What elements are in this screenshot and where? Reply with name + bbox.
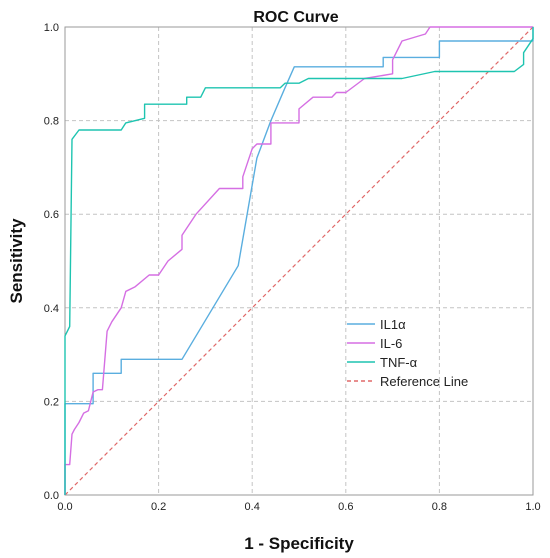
- y-tick-label: 0.8: [44, 116, 59, 128]
- y-tick-labels: 0.0 0.2 0.4 0.6 0.8 1.0: [44, 22, 59, 502]
- x-tick-label: 1.0: [525, 501, 540, 513]
- x-tick-label: 0.0: [57, 501, 72, 513]
- legend-label: IL1α: [380, 317, 406, 332]
- y-tick-label: 0.6: [44, 209, 59, 221]
- y-tick-label: 0.0: [44, 490, 59, 502]
- series-group: [64, 26, 534, 496]
- series-line-tnf: [64, 27, 534, 495]
- legend-label: Reference Line: [380, 374, 468, 389]
- y-tick-label: 0.4: [44, 303, 59, 315]
- series-line-il1: [64, 27, 534, 495]
- x-tick-label: 0.4: [245, 501, 260, 513]
- series-line-reference-line: [64, 26, 534, 496]
- legend: IL1α IL-6 TNF-α Reference Line: [347, 317, 468, 389]
- x-tick-label: 0.2: [151, 501, 166, 513]
- plot-frame: [64, 26, 534, 496]
- x-tick-label: 0.8: [432, 501, 447, 513]
- y-tick-label: 0.2: [44, 396, 59, 408]
- x-tick-label: 0.6: [338, 501, 353, 513]
- series-line-il-6: [64, 26, 533, 495]
- legend-label: IL-6: [380, 336, 402, 351]
- legend-label: TNF-α: [380, 355, 418, 370]
- y-axis-title: Sensitivity: [7, 218, 26, 304]
- chart-title: ROC Curve: [253, 9, 338, 26]
- x-tick-labels: 0.0 0.2 0.4 0.6 0.8 1.0: [57, 501, 540, 513]
- x-axis-title: 1 - Specificity: [244, 534, 354, 553]
- y-tick-label: 1.0: [44, 22, 59, 34]
